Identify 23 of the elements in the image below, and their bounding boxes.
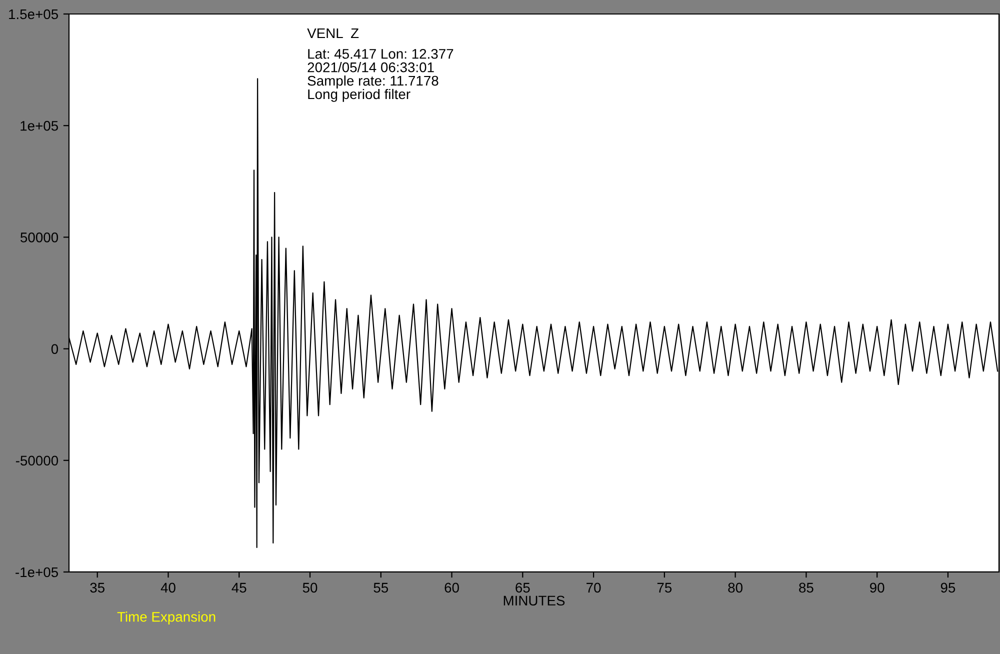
x-tick-label: 55 <box>374 582 388 593</box>
x-tick-label: 90 <box>870 582 884 593</box>
x-axis-title: MINUTES <box>504 596 565 606</box>
text: Time Expansion <box>117 612 216 625</box>
x-tick-label: 70 <box>586 582 601 593</box>
y-tick-label: 1e+05 <box>20 120 58 131</box>
x-tick-label: 40 <box>160 582 176 593</box>
y-tick-label: -50000 <box>16 456 58 466</box>
x-tick-label: 45 <box>232 582 246 593</box>
x-tick-label: 80 <box>728 582 742 593</box>
x-tick-label: 75 <box>657 582 672 593</box>
x-tick-label: 50 <box>302 582 318 593</box>
x-tick-label: 60 <box>444 582 459 593</box>
text: VENL Z <box>307 28 359 38</box>
y-tick-label: 0 <box>51 344 58 354</box>
y-tick-label: 1.5e+05 <box>9 9 58 20</box>
x-tick-label: 65 <box>516 582 530 593</box>
y-tick-label: -1e+05 <box>16 567 58 578</box>
x-tick-label: 95 <box>940 582 956 593</box>
x-tick-label: 85 <box>799 582 814 593</box>
x-tick-label: 35 <box>90 582 104 593</box>
y-tick-label: 50000 <box>20 232 58 242</box>
text: Lat: 45.417 Lon: 12.377 2021/05/14 06:33:01 Sample rate: 11.7178 Long period filter <box>308 48 454 102</box>
